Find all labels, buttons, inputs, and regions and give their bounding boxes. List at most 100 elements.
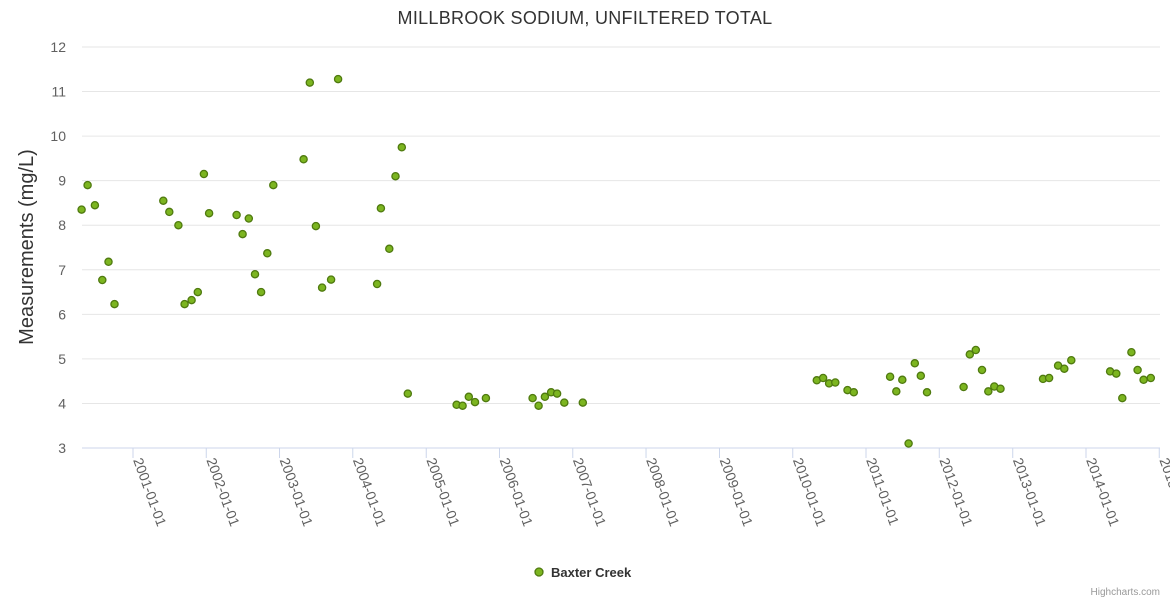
y-axis-tick-labels: 3 4 5 6 7 8 9 10 11 12 [50, 39, 66, 456]
data-point[interactable] [1146, 373, 1156, 383]
data-point[interactable] [256, 287, 266, 297]
x-tick-label: 2004-01-01 [350, 456, 390, 529]
chart-title: MILLBROOK SODIUM, UNFILTERED TOTAL [398, 8, 773, 28]
data-point[interactable] [831, 378, 840, 387]
data-point[interactable] [305, 78, 315, 87]
data-point[interactable] [77, 205, 86, 214]
y-tick-label: 11 [51, 84, 66, 100]
data-point[interactable] [180, 299, 189, 309]
data-point[interactable] [464, 392, 474, 402]
data-point[interactable] [204, 208, 214, 218]
data-point[interactable] [250, 269, 260, 279]
legend-marker[interactable] [534, 567, 544, 577]
data-point[interactable] [1044, 373, 1054, 383]
y-axis-label: Measurements (mg/L) [16, 149, 38, 345]
data-point[interactable] [910, 359, 920, 368]
data-point[interactable] [104, 257, 113, 267]
x-tick-label: 2003-01-01 [277, 456, 317, 529]
data-point[interactable] [326, 275, 336, 284]
y-tick-label: 5 [58, 351, 66, 367]
legend[interactable]: Baxter Creek [534, 565, 632, 580]
data-point[interactable] [311, 221, 321, 231]
x-tick-label: 2001-01-01 [130, 456, 170, 529]
data-point[interactable] [372, 279, 382, 289]
data-point[interactable] [534, 401, 543, 410]
data-point[interactable] [528, 393, 537, 403]
y-tick-label: 9 [58, 173, 66, 189]
data-point[interactable] [193, 287, 203, 297]
data-point[interactable] [959, 382, 968, 392]
credits-link[interactable]: Highcharts.com [1091, 587, 1160, 598]
x-tick-label: 2011-01-01 [863, 456, 902, 528]
data-point[interactable] [977, 365, 987, 375]
data-point[interactable] [849, 388, 859, 397]
data-point[interactable] [159, 196, 168, 205]
data-point[interactable] [385, 244, 394, 254]
data-point[interactable] [481, 393, 491, 403]
data-point[interactable] [552, 389, 562, 398]
data-point[interactable] [971, 345, 981, 355]
y-tick-label: 12 [50, 39, 66, 55]
data-point[interactable] [244, 214, 254, 223]
legend-item-label[interactable]: Baxter Creek [551, 565, 632, 580]
data-point[interactable] [317, 283, 327, 292]
data-point[interactable] [83, 180, 92, 190]
data-point[interactable] [232, 210, 241, 220]
y-tick-label: 10 [50, 128, 66, 144]
data-point[interactable] [299, 155, 308, 164]
data-point[interactable] [996, 384, 1005, 393]
data-point[interactable] [263, 249, 272, 258]
x-tick-label: 2006-01-01 [497, 456, 537, 529]
data-point[interactable] [1067, 355, 1076, 365]
data-point[interactable] [1060, 364, 1069, 373]
data-point[interactable] [965, 350, 975, 359]
data-point[interactable] [1127, 347, 1136, 357]
data-point[interactable] [1112, 369, 1121, 378]
data-point[interactable] [922, 388, 932, 397]
data-point[interactable] [1139, 375, 1148, 385]
x-tick-label: 2009-01-01 [717, 456, 757, 529]
y-gridlines [82, 46, 1160, 449]
data-point[interactable] [560, 398, 569, 407]
x-tick-label: 2012-01-01 [936, 456, 976, 529]
data-point[interactable] [892, 387, 901, 396]
data-point[interactable] [1133, 365, 1142, 375]
data-point[interactable] [333, 74, 343, 84]
y-tick-label: 7 [58, 262, 66, 278]
data-point[interactable] [165, 207, 174, 217]
data-point[interactable] [199, 169, 209, 179]
y-tick-label: 8 [58, 217, 66, 233]
data-point[interactable] [376, 204, 386, 213]
series-baxter-creek[interactable] [77, 74, 1156, 448]
data-point[interactable] [397, 143, 407, 152]
data-point[interactable] [578, 398, 588, 407]
data-point[interactable] [470, 397, 480, 407]
data-point[interactable] [984, 387, 993, 396]
x-axis-ticks: 2001-01-01 2002-01-01 2003-01-01 2004-01-01… [130, 448, 1170, 529]
data-point[interactable] [391, 171, 400, 181]
x-tick-label: 2007-01-01 [570, 456, 610, 529]
data-point[interactable] [898, 375, 907, 385]
data-point[interactable] [904, 439, 913, 448]
y-tick-label: 3 [58, 440, 66, 456]
x-tick-label: 2015-01-01 [1156, 456, 1170, 529]
data-point[interactable] [916, 371, 926, 381]
x-tick-label: 2002-01-01 [203, 456, 243, 529]
data-point[interactable] [90, 200, 100, 210]
data-point[interactable] [269, 180, 278, 190]
data-point[interactable] [187, 295, 196, 305]
x-tick-label: 2008-01-01 [643, 456, 683, 529]
data-point[interactable] [540, 392, 550, 402]
x-tick-label: 2013-01-01 [1010, 456, 1050, 529]
y-tick-label: 6 [58, 306, 66, 322]
y-tick-label: 4 [58, 395, 66, 411]
data-point[interactable] [98, 275, 107, 285]
data-point[interactable] [818, 373, 828, 383]
data-point[interactable] [238, 229, 247, 239]
data-point[interactable] [403, 389, 413, 398]
data-point[interactable] [885, 372, 895, 381]
data-point[interactable] [110, 299, 119, 309]
data-point[interactable] [174, 220, 183, 230]
data-point[interactable] [1118, 393, 1127, 403]
data-point[interactable] [458, 401, 467, 410]
